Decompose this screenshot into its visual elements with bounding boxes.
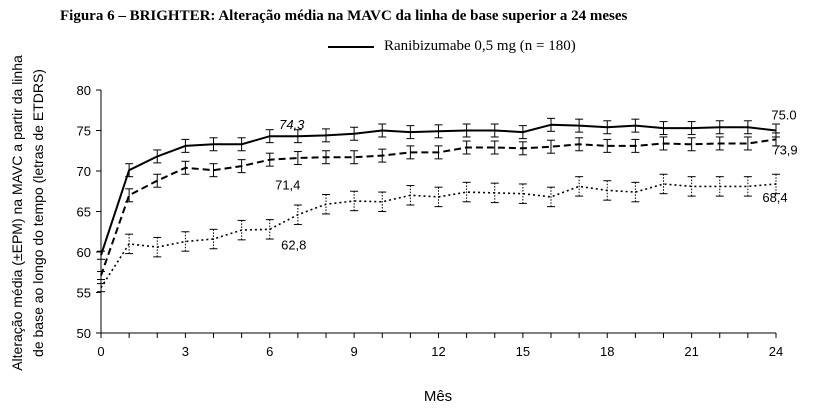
data-label: 75.0 (771, 108, 796, 123)
error-bar (547, 186, 555, 208)
x-tick-label: 24 (769, 344, 783, 359)
y-tick-label: 70 (77, 164, 91, 179)
error-bar (631, 181, 640, 203)
y-axis-label-line-2: de base ao longo do tempo (letras de ETD… (30, 69, 46, 357)
y-tick-label: 75 (77, 124, 91, 139)
error-bar (97, 283, 105, 293)
series-line-solid (100, 123, 777, 256)
error-bar (350, 150, 359, 165)
series-dashed (97, 132, 780, 281)
x-tick-label: 6 (266, 344, 273, 359)
error-bar (659, 173, 668, 195)
error-bar (547, 139, 555, 154)
error-bar (209, 163, 218, 178)
error-bar (575, 176, 584, 197)
error-bar (209, 228, 218, 250)
error-bar (772, 173, 780, 195)
data-label: 71,4 (275, 178, 300, 193)
error-bar (125, 188, 134, 203)
data-label: 73,9 (772, 142, 797, 157)
x-tick-label: 0 (97, 344, 104, 359)
error-bar (265, 219, 274, 240)
error-bar (603, 138, 612, 153)
x-tick-label: 21 (684, 344, 698, 359)
error-bar (518, 183, 527, 204)
y-tick-label: 60 (77, 245, 91, 260)
error-bar (293, 151, 302, 166)
x-axis-label: Mês (424, 388, 452, 405)
chart-title: Figura 6 – BRIGHTER: Alteração média na … (60, 8, 628, 24)
series-dotted (97, 173, 780, 293)
legend: Ranibizumabe 0,5 mg (n = 180) (328, 38, 576, 55)
y-tick-label: 55 (77, 286, 91, 301)
y-tick-label: 50 (77, 326, 91, 341)
x-tick-label: 12 (431, 344, 445, 359)
series-solid (97, 117, 780, 260)
error-bar (462, 181, 471, 203)
error-bar (490, 140, 499, 155)
x-tick-label: 9 (351, 344, 358, 359)
data-label: 74,3 (279, 117, 305, 132)
y-tick-label: 80 (77, 83, 91, 98)
chart-plot-area (97, 117, 780, 293)
error-bar (687, 137, 696, 152)
series-line-dotted (100, 183, 777, 289)
chart-data-labels: 74,3 75.0 71,4 73,9 62,8 68,4 (275, 108, 798, 253)
series-line-dashed (100, 138, 777, 276)
x-tick-label: 3 (182, 344, 189, 359)
error-bar (743, 176, 752, 197)
error-bar (378, 191, 387, 212)
data-label: 68,4 (762, 190, 787, 205)
x-tick-label: 15 (516, 344, 530, 359)
error-bar (687, 176, 696, 197)
data-label: 62,8 (281, 237, 306, 252)
error-bar (350, 190, 359, 212)
error-bar (181, 231, 190, 252)
legend-line-swatch (328, 45, 374, 48)
chart-axes: 50 55 60 65 70 75 80 0 3 6 9 12 15 18 21 24 (77, 83, 784, 359)
y-axis-label-line-1: Alteração média (±EPM) na MAVC a partir … (9, 55, 25, 371)
y-tick-label: 65 (77, 205, 91, 220)
x-tick-label: 18 (600, 344, 614, 359)
legend-label: Ranibizumabe 0,5 mg (n = 180) (384, 38, 576, 54)
error-bar (743, 136, 752, 151)
